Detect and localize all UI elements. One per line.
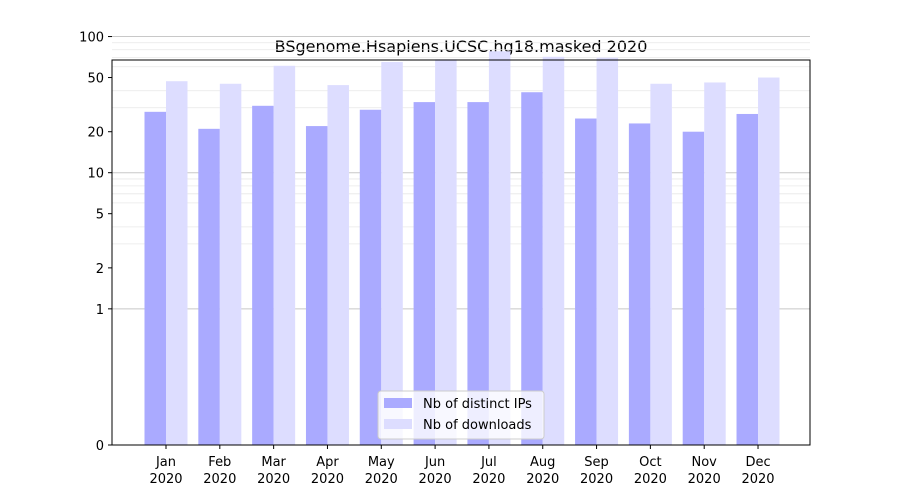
bar-downloads [435,59,457,445]
x-tick-label-month: May [368,455,395,470]
x-tick-label-year: 2020 [203,472,236,487]
x-tick-label-year: 2020 [526,472,559,487]
chart-title: BSgenome.Hsapiens.UCSC.hg18.masked 2020 [275,37,648,56]
legend: Nb of distinct IPs Nb of downloads [377,390,545,440]
bar-distinct-ips [521,92,543,445]
y-tick-label: 100 [79,31,104,46]
bar-downloads [596,57,619,446]
y-tick-label: 2 [96,262,104,277]
x-tick-label-month: Sep [584,455,609,470]
x-tick-label-month: Dec [745,455,770,470]
x-tick-label-month: Mar [261,455,286,470]
legend-label: Nb of distinct IPs [423,397,532,412]
bar-distinct-ips [305,126,328,445]
bar-distinct-ips [628,123,651,446]
legend-swatch [384,419,412,429]
bars [144,51,780,446]
bar-downloads [327,85,349,445]
x-tick-label-year: 2020 [741,472,774,487]
x-tick-label-year: 2020 [688,472,721,487]
bar-distinct-ips [198,128,220,446]
x-tick-label-year: 2020 [257,472,290,487]
y-tick-label: 5 [96,208,104,223]
bar-downloads [273,65,296,445]
bar-downloads [542,56,565,445]
x-tick-label-year: 2020 [365,472,398,487]
y-tick-label: 0 [96,439,104,454]
x-axis: Jan 2020 Feb 2020 Mar 2020 Apr 2020 May 2020 Jun 20… [149,445,775,487]
x-tick-label-month: Jan [155,455,176,470]
x-tick-label-year: 2020 [472,472,505,487]
x-tick-label-month: Jul [480,455,497,470]
bar-downloads [488,51,511,445]
x-tick-label-year: 2020 [149,472,182,487]
bar-downloads [219,83,242,446]
x-tick-label-month: Feb [208,455,231,470]
x-tick-label-month: Aug [530,455,555,470]
x-tick-label-month: Apr [316,455,339,470]
bar-distinct-ips [575,118,597,445]
legend-box [377,390,545,440]
bar-distinct-ips [144,111,166,446]
x-tick-label-year: 2020 [580,472,613,487]
bar-distinct-ips [682,131,705,445]
x-tick-label-year: 2020 [311,472,344,487]
x-tick-label-year: 2020 [419,472,452,487]
bar-downloads [704,82,726,446]
y-tick-label: 50 [87,72,104,87]
x-tick-label-month: Nov [692,455,718,470]
bar-distinct-ips [736,113,759,446]
legend-label: Nb of downloads [423,418,532,433]
bar-downloads [381,62,403,445]
y-axis: 0 1 2 5 10 20 50 100 [79,31,112,454]
y-tick-label: 20 [87,126,104,141]
bar-downloads [166,81,188,445]
y-tick-label: 10 [87,167,104,182]
bar-distinct-ips [413,102,436,446]
bar-distinct-ips [359,109,382,446]
legend-swatch [384,398,412,408]
y-tick-label: 1 [96,303,104,318]
bar-distinct-ips [467,102,489,446]
x-tick-label-month: Jun [424,455,445,470]
bar-distinct-ips [252,105,274,446]
bar-downloads [650,83,672,446]
x-tick-label-month: Oct [639,455,661,470]
x-tick-label-year: 2020 [634,472,667,487]
bar-downloads [758,77,780,446]
plot-frame [111,59,811,446]
